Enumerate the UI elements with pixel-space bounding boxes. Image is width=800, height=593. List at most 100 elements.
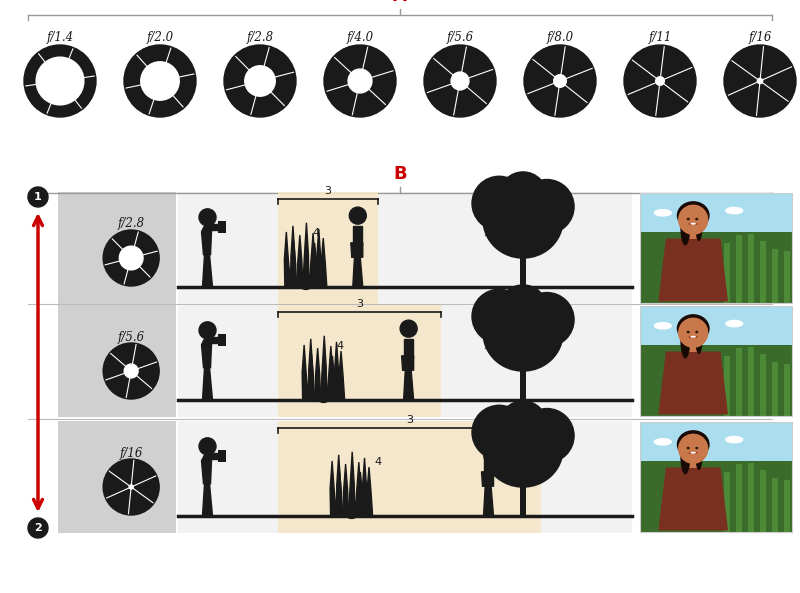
Ellipse shape bbox=[695, 218, 698, 221]
Polygon shape bbox=[321, 238, 327, 287]
Polygon shape bbox=[361, 458, 366, 516]
Circle shape bbox=[28, 518, 48, 538]
Polygon shape bbox=[402, 356, 414, 370]
Bar bbox=[760, 470, 766, 532]
Text: A: A bbox=[393, 0, 407, 5]
Ellipse shape bbox=[482, 410, 564, 488]
Polygon shape bbox=[202, 455, 213, 484]
Bar bbox=[520, 252, 526, 287]
Text: f/1.4: f/1.4 bbox=[46, 30, 74, 43]
Circle shape bbox=[758, 78, 762, 84]
Polygon shape bbox=[104, 237, 124, 259]
Ellipse shape bbox=[677, 314, 710, 343]
Bar bbox=[724, 471, 730, 532]
Polygon shape bbox=[450, 85, 481, 116]
Ellipse shape bbox=[695, 212, 702, 241]
Circle shape bbox=[656, 76, 664, 85]
Bar bbox=[724, 243, 730, 303]
Polygon shape bbox=[340, 46, 371, 75]
Polygon shape bbox=[349, 452, 354, 516]
Circle shape bbox=[488, 201, 536, 249]
Text: f/8.0: f/8.0 bbox=[546, 30, 574, 43]
Polygon shape bbox=[314, 348, 321, 400]
Polygon shape bbox=[353, 226, 362, 244]
Polygon shape bbox=[302, 345, 309, 400]
Polygon shape bbox=[404, 339, 413, 358]
Circle shape bbox=[199, 209, 216, 226]
Polygon shape bbox=[737, 46, 767, 80]
Circle shape bbox=[124, 364, 138, 378]
Polygon shape bbox=[284, 232, 291, 287]
Circle shape bbox=[524, 45, 596, 117]
Circle shape bbox=[520, 409, 574, 463]
Bar bbox=[178, 192, 632, 304]
Text: 3: 3 bbox=[406, 415, 413, 425]
Circle shape bbox=[199, 438, 216, 455]
Bar bbox=[772, 249, 778, 303]
Circle shape bbox=[451, 72, 469, 90]
Ellipse shape bbox=[725, 207, 743, 215]
Circle shape bbox=[103, 459, 159, 515]
Circle shape bbox=[679, 435, 707, 463]
Polygon shape bbox=[291, 226, 297, 287]
Polygon shape bbox=[526, 85, 558, 113]
Bar bbox=[736, 348, 742, 416]
Circle shape bbox=[129, 485, 134, 489]
Bar bbox=[640, 422, 792, 532]
Polygon shape bbox=[315, 229, 321, 287]
Polygon shape bbox=[342, 464, 349, 516]
Text: f/5.6: f/5.6 bbox=[446, 30, 474, 43]
Polygon shape bbox=[466, 77, 495, 106]
Polygon shape bbox=[104, 469, 130, 492]
Circle shape bbox=[624, 45, 696, 117]
Bar bbox=[686, 346, 701, 352]
Circle shape bbox=[298, 275, 313, 289]
Polygon shape bbox=[462, 49, 494, 76]
Polygon shape bbox=[321, 336, 326, 400]
Polygon shape bbox=[483, 455, 493, 474]
Bar bbox=[278, 305, 442, 417]
Circle shape bbox=[724, 45, 796, 117]
Polygon shape bbox=[126, 488, 149, 514]
Bar bbox=[278, 421, 542, 533]
Ellipse shape bbox=[690, 223, 696, 225]
Polygon shape bbox=[425, 56, 454, 85]
Circle shape bbox=[679, 205, 707, 234]
Bar bbox=[736, 464, 742, 532]
Bar bbox=[784, 364, 790, 416]
Polygon shape bbox=[659, 352, 727, 414]
Ellipse shape bbox=[686, 447, 690, 449]
Polygon shape bbox=[309, 339, 314, 400]
Ellipse shape bbox=[686, 218, 690, 221]
Text: f/16: f/16 bbox=[748, 30, 772, 43]
Polygon shape bbox=[626, 84, 659, 114]
Polygon shape bbox=[367, 78, 395, 107]
Polygon shape bbox=[562, 49, 594, 77]
Circle shape bbox=[679, 318, 707, 347]
Polygon shape bbox=[115, 344, 139, 368]
Circle shape bbox=[224, 45, 296, 117]
Ellipse shape bbox=[680, 437, 690, 474]
Polygon shape bbox=[338, 351, 345, 400]
Polygon shape bbox=[44, 94, 75, 116]
Bar bbox=[748, 464, 754, 532]
Bar bbox=[178, 305, 632, 417]
Polygon shape bbox=[289, 241, 296, 287]
Polygon shape bbox=[753, 82, 783, 116]
Polygon shape bbox=[662, 75, 695, 105]
Polygon shape bbox=[483, 480, 494, 516]
Bar bbox=[58, 192, 176, 304]
Text: 3: 3 bbox=[324, 186, 331, 196]
Bar bbox=[178, 421, 632, 533]
Circle shape bbox=[124, 45, 196, 117]
Polygon shape bbox=[333, 342, 338, 400]
Circle shape bbox=[348, 69, 372, 93]
Circle shape bbox=[472, 405, 526, 460]
Polygon shape bbox=[334, 470, 342, 516]
Polygon shape bbox=[725, 58, 758, 88]
Bar bbox=[640, 193, 792, 303]
Circle shape bbox=[24, 45, 96, 117]
Polygon shape bbox=[146, 91, 177, 116]
Circle shape bbox=[350, 207, 366, 224]
Polygon shape bbox=[326, 346, 333, 400]
